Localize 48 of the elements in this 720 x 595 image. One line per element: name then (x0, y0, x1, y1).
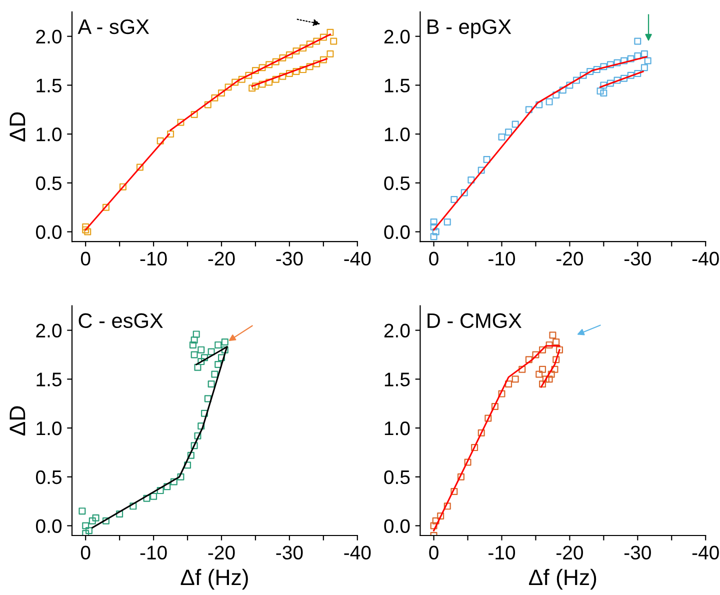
x-tick-label: -20 (556, 252, 583, 266)
x-tick-label: -30 (276, 546, 303, 560)
x-tick-label: -30 (276, 252, 303, 266)
y-tick-label: 0.0 (384, 519, 410, 533)
x-tick-label: -10 (140, 546, 167, 560)
x-axis-title: Δf (Hz) (180, 568, 248, 590)
chart-title: C - esGX (78, 313, 163, 328)
x-tick-label: -10 (488, 252, 516, 266)
y-tick-label: 1.5 (36, 372, 62, 386)
chart-title: B - epGX (428, 19, 512, 38)
y-tick-label: 1.0 (36, 421, 62, 436)
y-tick-label: 0.5 (36, 470, 62, 484)
x-tick-label: -20 (208, 546, 235, 560)
y-tick-label: 2.0 (36, 324, 62, 338)
chart-title: D - CMGX (428, 313, 522, 328)
y-tick-label: 0.0 (36, 519, 62, 533)
x-tick-label: -40 (692, 252, 719, 266)
x-tick-label: -30 (624, 252, 651, 266)
x-tick-label: 0 (80, 546, 90, 560)
y-tick-label: 0.0 (36, 225, 62, 240)
x-tick-label: -30 (624, 546, 651, 560)
x-tick-label: -40 (692, 546, 719, 560)
x-tick-label: 0 (80, 252, 90, 266)
y-tick-label: 1.0 (384, 421, 410, 436)
y-axis-title: ΔD (10, 112, 26, 142)
x-tick-label: -10 (140, 252, 167, 266)
x-tick-label: 0 (429, 546, 438, 560)
x-tick-label: 0 (429, 252, 438, 266)
y-tick-label: 1.5 (384, 372, 410, 386)
x-axis-title: Δf (Hz) (528, 568, 596, 590)
x-tick-label: -20 (208, 252, 235, 266)
x-tick-label: -40 (344, 546, 371, 560)
y-tick-label: 0.5 (384, 176, 410, 190)
y-tick-label: 1.5 (36, 78, 62, 92)
y-tick-label: 0.5 (384, 470, 410, 484)
x-tick-label: -10 (488, 546, 516, 560)
y-tick-label: 1.0 (36, 128, 62, 142)
y-tick-label: 2.0 (384, 324, 410, 338)
y-tick-label: 1.0 (384, 128, 410, 142)
y-axis-title: ΔD (10, 406, 26, 436)
y-tick-label: 2.0 (36, 30, 62, 44)
y-tick-label: 2.0 (384, 30, 410, 44)
y-tick-label: 1.5 (384, 78, 410, 92)
y-tick-label: 0.5 (36, 176, 62, 190)
x-tick-label: -40 (344, 252, 371, 266)
x-tick-label: -20 (556, 546, 583, 560)
y-tick-label: 0.0 (384, 225, 410, 240)
chart-title: A - sGX (78, 19, 150, 34)
